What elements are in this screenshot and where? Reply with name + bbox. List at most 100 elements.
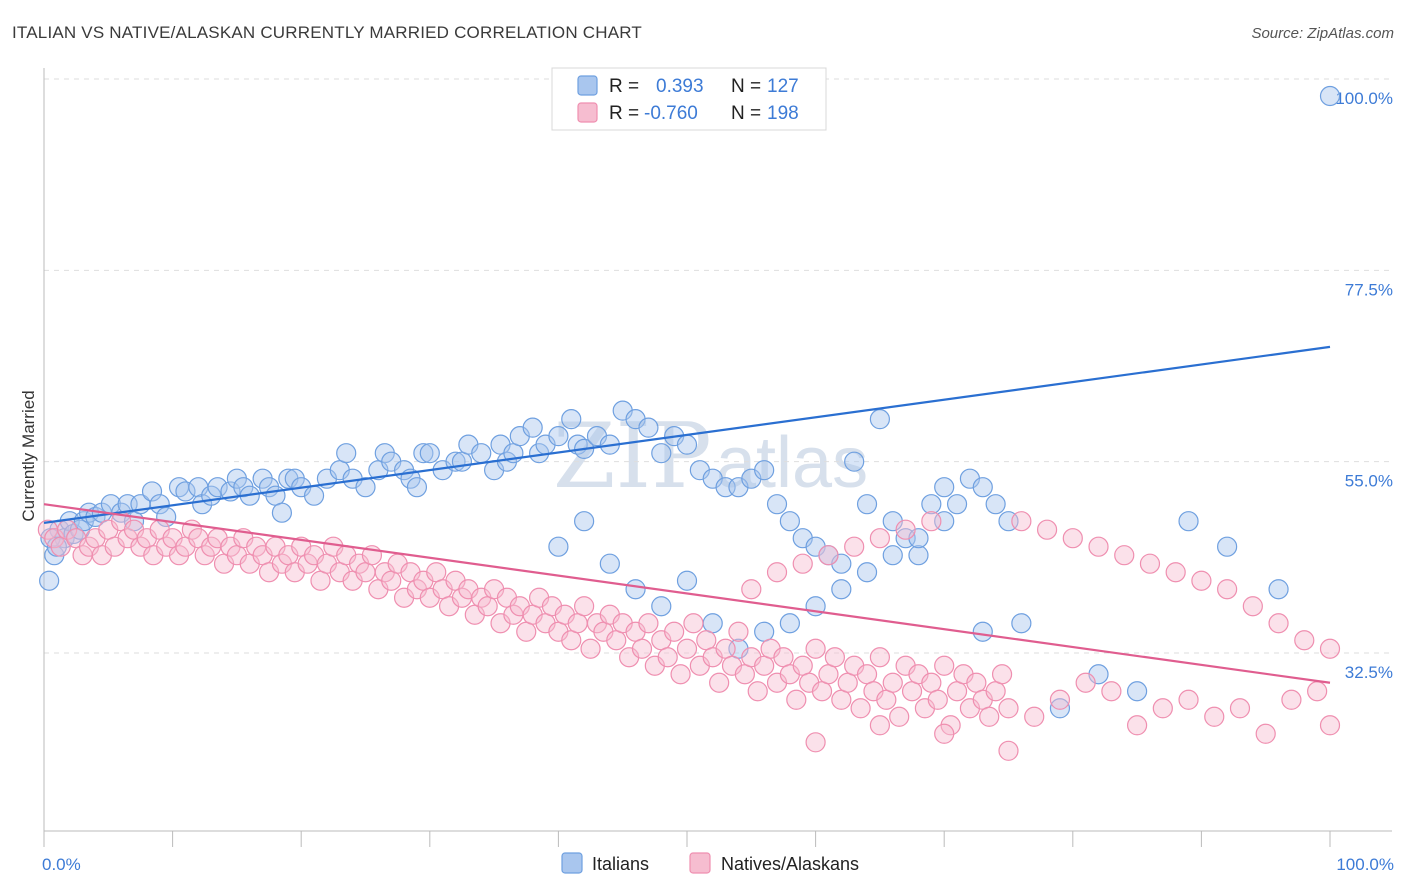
natives-point-81 [561,630,582,651]
natives-point-168 [1152,698,1173,719]
natives-point-134 [901,681,923,702]
italians-point-104 [651,596,672,617]
natives-point-162 [1319,638,1341,659]
natives-point-158 [1217,579,1238,600]
natives-alaskans-points [37,511,1341,761]
natives-point-167 [1126,715,1148,736]
natives-point-144 [966,672,987,693]
italians-point-122 [1217,536,1238,557]
natives-point-185 [869,528,891,549]
natives-point-177 [869,715,891,736]
italians-point-113 [882,545,903,566]
natives-point-149 [998,698,1019,719]
chart-title: ITALIAN VS NATIVE/ALASKAN CURRENTLY MARR… [12,23,642,42]
natives-point-148 [991,664,1013,685]
italians-point-95 [946,494,968,515]
x-tick-label-min: 0.0% [42,855,81,874]
italians-point-16 [141,481,163,502]
natives-point-117 [792,655,813,676]
axes [43,68,1392,847]
italians-point-81 [766,494,788,515]
natives-point-123 [831,689,852,710]
natives-point-138 [927,689,948,710]
italians-point-118 [1049,698,1071,719]
bottom-legend: Italians Natives/Alaskans [561,852,859,874]
natives-point-166 [1101,681,1122,702]
natives-point-124 [837,672,858,693]
italians-point-20 [175,481,196,502]
italians-point-63 [548,426,569,447]
natives-point-92 [631,638,653,659]
italians-point-97 [972,477,993,498]
natives-point-82 [567,613,588,634]
bottom-legend-swatch-italians [561,852,583,874]
natives-point-159 [1242,596,1263,617]
x-tick-label-max: 100.0% [1336,855,1394,874]
natives-point-175 [1319,715,1341,736]
natives-point-108 [734,664,755,685]
natives-point-98 [670,664,691,685]
italians-point-100 [548,536,569,557]
natives-point-169 [1178,689,1199,710]
italians-point-32 [271,502,293,523]
bottom-legend-label-natives: Natives/Alaskans [721,854,859,874]
natives-point-60 [426,562,447,583]
natives-point-84 [580,638,601,659]
y-tick-label-2: 77.5% [1345,280,1393,299]
italians-point-64 [561,409,582,430]
italians-point-82 [779,511,800,532]
top-legend: R = 0.393 N = 127 R = -0.760 N = 198 [551,67,827,131]
natives-point-154 [1114,545,1135,566]
natives-point-116 [786,689,807,710]
natives-point-137 [921,672,942,693]
natives-point-100 [683,613,704,634]
bottom-legend-swatch-natives [689,852,711,874]
natives-point-171 [1229,698,1251,719]
natives-point-114 [773,647,794,668]
italians-point-105 [676,570,698,591]
natives-point-83 [574,596,595,617]
y-tick-label-3: 100.0% [1335,89,1393,108]
natives-point-164 [1049,689,1071,710]
italians-point-80 [754,460,775,481]
legend-r-value-italians: 0.393 [656,76,704,97]
natives-point-130 [876,689,897,710]
natives-point-126 [850,698,871,719]
italians-point-103 [625,579,646,600]
bottom-legend-label-italians: Italians [592,854,649,874]
natives-point-132 [889,706,910,727]
italians-point-48 [413,443,434,464]
italians-point-72 [651,443,672,464]
natives-point-88 [606,630,627,651]
chart-source: Source: ZipAtlas.com [1251,25,1394,42]
natives-point-156 [1165,562,1186,583]
natives-point-127 [856,664,878,685]
natives-point-119 [805,638,826,659]
y-tick-labels: 32.5% 55.0% 77.5% 100.0% [1335,89,1393,682]
natives-point-99 [676,638,698,659]
natives-point-74 [516,621,537,642]
natives-point-182 [792,553,813,574]
natives-point-129 [869,647,891,668]
legend-r-value-natives: -0.760 [644,103,698,124]
natives-point-120 [811,681,833,702]
natives-point-150 [1011,511,1032,532]
watermark-zip: ZIP [553,404,712,509]
natives-point-161 [1294,630,1315,651]
legend-swatch-italians [577,75,598,96]
italians-point-121 [1178,511,1199,532]
italians-point-0 [39,570,60,591]
natives-point-131 [882,672,903,693]
natives-point-155 [1139,553,1161,574]
natives-point-121 [818,664,839,685]
italians-point-94 [934,477,955,498]
legend-n-value-natives: 198 [767,103,799,124]
natives-point-151 [1036,519,1058,540]
italians-point-123 [1268,579,1289,600]
watermark-atlas: atlas [716,423,868,503]
natives-point-157 [1191,570,1212,591]
natives-trend-line [43,503,1331,684]
italians-point-101 [574,511,595,532]
natives-point-153 [1088,536,1109,557]
